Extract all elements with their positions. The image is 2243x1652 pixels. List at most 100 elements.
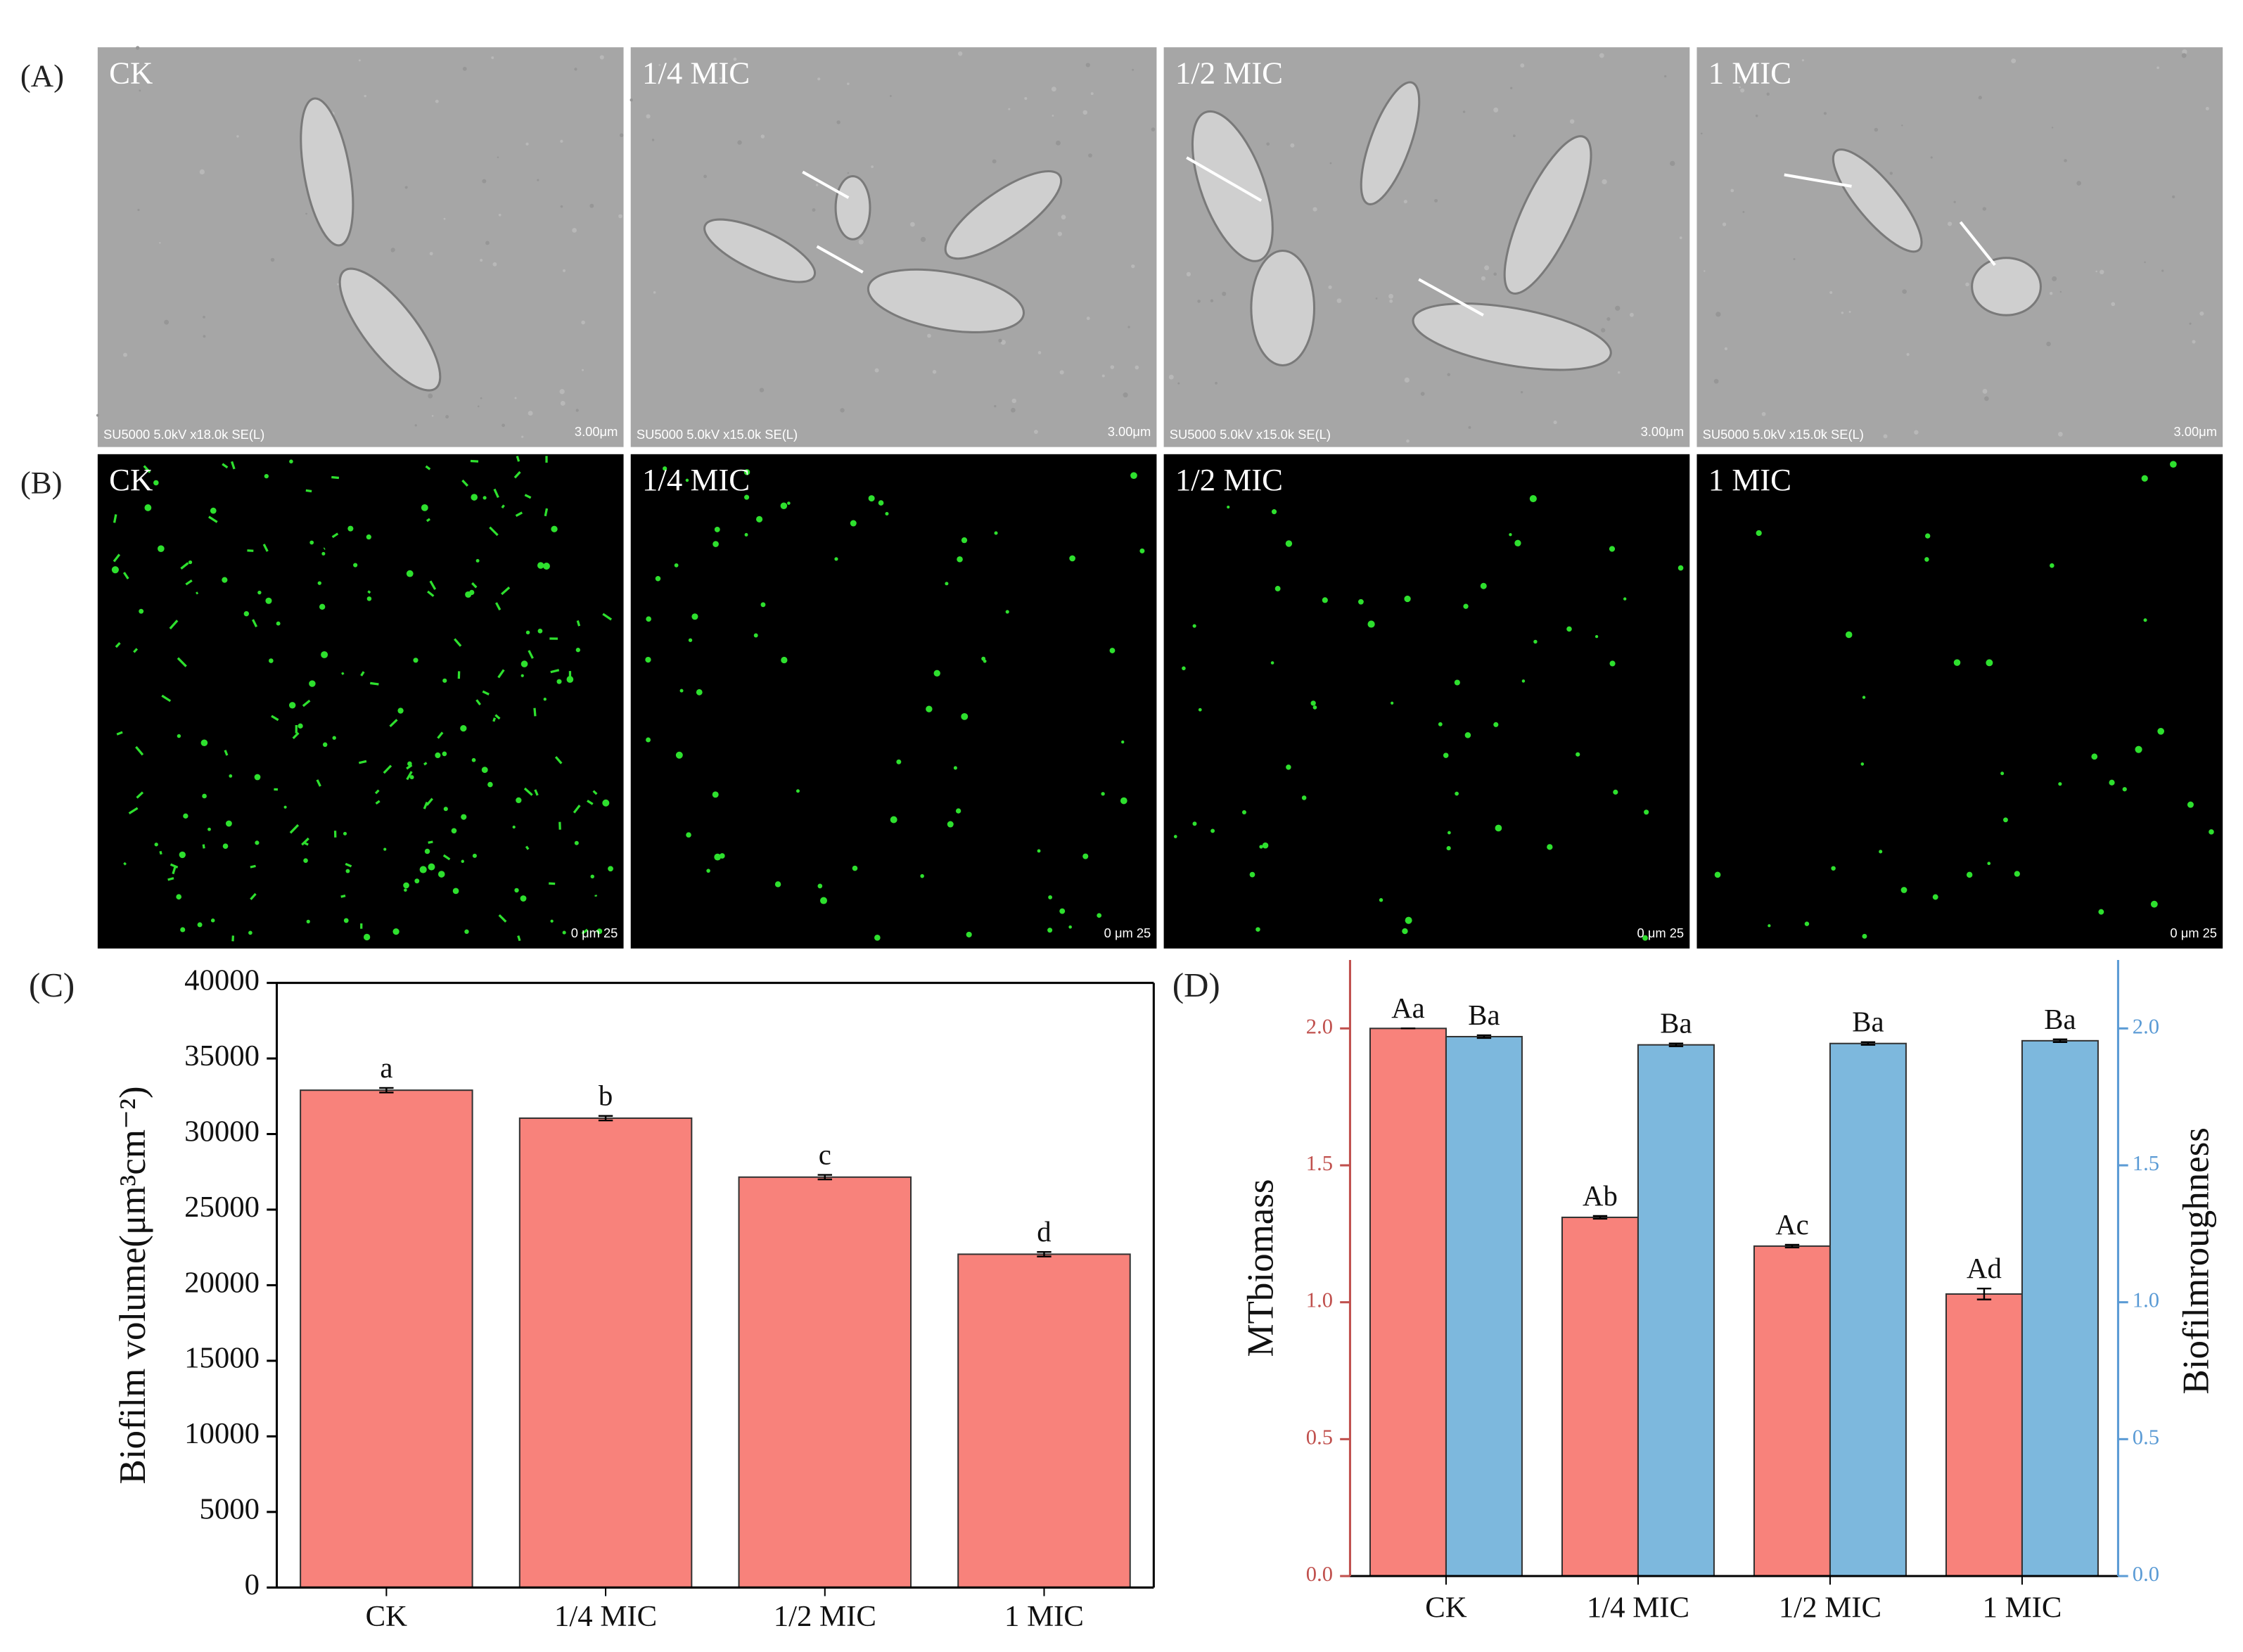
cell xyxy=(1101,792,1105,796)
texture xyxy=(2046,341,2051,347)
cell xyxy=(170,863,179,869)
error-bar xyxy=(379,1087,394,1094)
cell xyxy=(1480,582,1487,589)
texture xyxy=(1132,68,1135,71)
cell xyxy=(481,767,488,774)
cell xyxy=(957,556,963,563)
cell xyxy=(520,660,528,667)
texture xyxy=(858,239,864,245)
cell xyxy=(2098,909,2104,915)
cell xyxy=(409,775,414,780)
cell xyxy=(276,621,281,626)
bar xyxy=(738,1176,912,1589)
cell xyxy=(423,762,428,766)
cell xyxy=(1804,921,1810,926)
texture xyxy=(994,404,997,408)
cell xyxy=(515,511,523,517)
texture xyxy=(1948,222,1953,226)
cell xyxy=(367,590,371,594)
cell xyxy=(760,602,766,608)
cell xyxy=(489,526,499,537)
cell xyxy=(169,620,179,629)
texture xyxy=(2076,181,2081,186)
texture xyxy=(1793,257,1796,260)
image-title: 1 MIC xyxy=(1708,462,1791,497)
cell xyxy=(516,455,520,462)
cell xyxy=(1953,659,1961,666)
texture xyxy=(1404,377,1410,383)
sem-image: SU5000 5.0kV x15.0k SE(L) 3.00μm 1/2 MIC xyxy=(1163,47,1690,447)
cell xyxy=(2209,829,2214,835)
texture xyxy=(581,369,584,371)
cell xyxy=(1069,555,1075,562)
cell xyxy=(289,459,293,463)
cell xyxy=(878,500,884,506)
cell xyxy=(573,805,581,814)
cell xyxy=(115,642,121,648)
texture xyxy=(1601,328,1606,333)
cell xyxy=(513,470,521,479)
texture xyxy=(1801,59,1805,62)
cell xyxy=(520,674,524,677)
cell xyxy=(353,563,358,568)
texture xyxy=(501,423,506,428)
error-bar xyxy=(2052,1038,2068,1044)
texture xyxy=(1135,365,1139,370)
cell xyxy=(493,488,499,499)
cell xyxy=(343,831,347,835)
cell xyxy=(646,737,651,743)
cell xyxy=(202,793,207,799)
sem-image: SU5000 5.0kV x18.0k SE(L) 3.00μm CK xyxy=(96,46,624,447)
significance-label: Ad xyxy=(1967,1253,2002,1284)
cell xyxy=(437,871,445,878)
cell xyxy=(2014,871,2020,877)
cell xyxy=(1455,791,1459,796)
cell xyxy=(520,895,527,902)
cell xyxy=(113,514,117,523)
significance-label: Ab xyxy=(1583,1180,1618,1212)
cell xyxy=(302,699,311,707)
texture xyxy=(1085,63,1090,68)
cell xyxy=(1097,913,1102,918)
texture xyxy=(1520,63,1525,68)
significance-label: Ba xyxy=(2044,1004,2076,1035)
cell xyxy=(442,751,447,757)
cell xyxy=(392,928,400,935)
cell xyxy=(1367,620,1375,628)
texture xyxy=(159,242,161,244)
cell xyxy=(1271,509,1277,515)
texture xyxy=(560,139,563,143)
cell xyxy=(1192,821,1197,826)
texture xyxy=(462,66,467,71)
image-caption: SU5000 5.0kV x15.0k SE(L) xyxy=(637,427,798,442)
texture xyxy=(390,248,395,252)
bacterium xyxy=(1360,81,1421,205)
texture xyxy=(1889,172,1893,175)
cell xyxy=(2000,771,2005,776)
bacterium xyxy=(1250,249,1316,367)
image-caption: SU5000 5.0kV x18.0k SE(L) xyxy=(103,427,264,442)
cell xyxy=(442,854,451,861)
cell xyxy=(2141,475,2148,482)
cell xyxy=(753,633,758,638)
texture xyxy=(528,411,533,416)
texture xyxy=(932,369,937,374)
cell xyxy=(1768,924,1771,928)
texture xyxy=(1057,231,1063,236)
cell xyxy=(550,669,560,674)
texture xyxy=(1883,434,1888,439)
error-bar xyxy=(1784,1243,1800,1249)
texture xyxy=(737,140,742,145)
cell xyxy=(994,531,998,535)
cell xyxy=(1262,842,1269,849)
x-tick-label: 1 MIC xyxy=(1983,1592,2062,1625)
cell xyxy=(172,866,177,875)
bacterium xyxy=(1971,257,2042,316)
texture xyxy=(1468,425,1471,429)
cell xyxy=(451,828,457,834)
texture xyxy=(1222,291,1227,296)
cell xyxy=(834,557,838,561)
cell xyxy=(674,563,679,568)
cell xyxy=(688,638,693,642)
texture xyxy=(1982,207,1986,211)
